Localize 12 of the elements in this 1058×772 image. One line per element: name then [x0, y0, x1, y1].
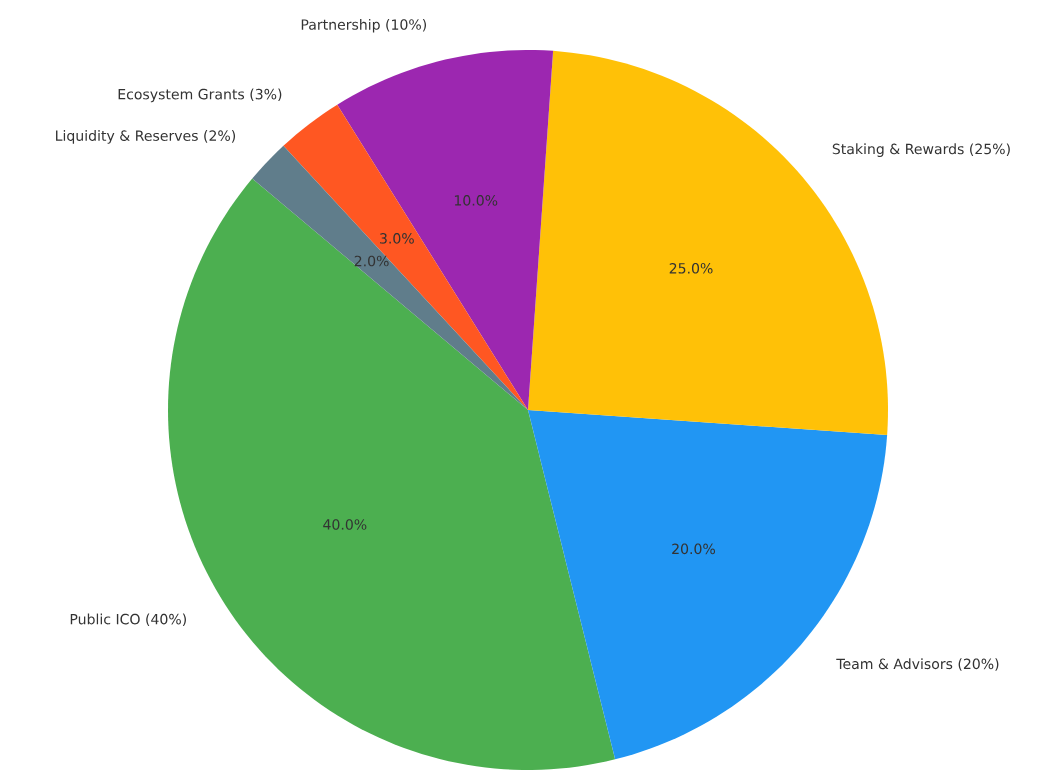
slice-label: Ecosystem Grants (3%)	[118, 88, 282, 103]
data-label: 25.0%	[669, 262, 713, 274]
data-label: 2.0%	[354, 255, 389, 267]
data-label: 20.0%	[672, 543, 716, 555]
data-label: 10.0%	[454, 195, 498, 206]
slice-label: Public ICO (40%)	[70, 613, 186, 627]
slice-label: Staking & Rewards (25%)	[832, 143, 1010, 157]
slice-label: Liquidity & Reserves (2%)	[56, 130, 236, 144]
data-label: 3.0%	[380, 233, 414, 244]
slice-label: Partnership (10%)	[301, 18, 427, 33]
data-label: 40.0%	[323, 519, 367, 530]
slice-label: Team & Advisors (20%)	[836, 658, 999, 671]
